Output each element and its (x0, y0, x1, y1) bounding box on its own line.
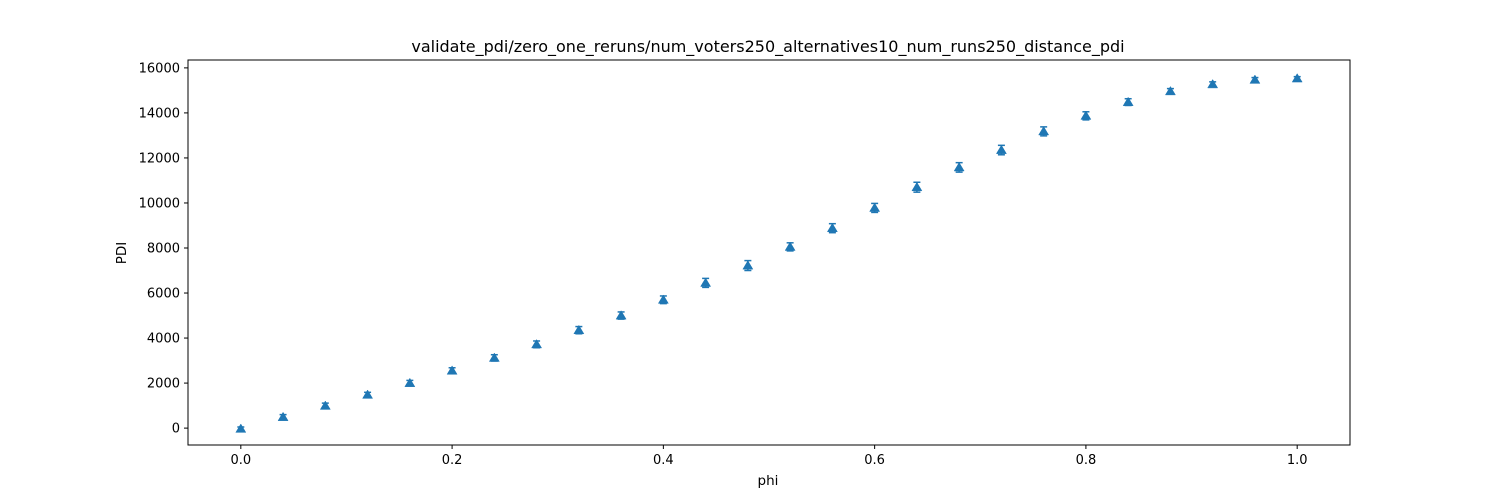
data-point (446, 365, 458, 375)
data-point (657, 294, 669, 304)
data-point (235, 423, 247, 433)
y-tick-label: 8000 (147, 241, 180, 256)
data-point (1080, 110, 1092, 120)
data-point (1038, 126, 1050, 136)
data-point (1291, 73, 1303, 83)
data-point (1164, 86, 1176, 96)
data-point (488, 352, 500, 362)
x-axis-label: phi (758, 473, 779, 489)
y-tick-label: 0 (172, 422, 180, 437)
x-tick-label: 0.4 (653, 453, 674, 468)
data-point (319, 400, 331, 410)
data-point (573, 324, 585, 335)
data-point (911, 181, 923, 192)
x-tick-label: 0.8 (1076, 453, 1097, 468)
data-point (953, 162, 965, 172)
plot-area (235, 73, 1303, 433)
data-point (995, 144, 1007, 154)
y-axis-label: PDI (114, 242, 130, 265)
y-tick-label: 12000 (139, 151, 180, 166)
data-point (531, 339, 543, 349)
data-point (404, 377, 416, 387)
x-tick-label: 0.0 (230, 453, 251, 468)
x-tick-label: 0.6 (864, 453, 885, 468)
data-point (1249, 74, 1261, 84)
data-point (1122, 96, 1134, 106)
data-point (277, 411, 289, 421)
data-point (615, 310, 627, 320)
x-tick-label: 1.0 (1287, 453, 1308, 468)
y-tick-label: 10000 (139, 196, 180, 211)
y-axis: 0 2000 4000 6000 8000 10000 12000 14000 16000 (139, 61, 188, 437)
y-tick-label: 2000 (147, 377, 180, 392)
y-tick-label: 14000 (139, 106, 180, 121)
y-tick-label: 4000 (147, 332, 180, 347)
data-point (742, 260, 754, 270)
y-tick-label: 6000 (147, 287, 180, 302)
data-point (362, 389, 374, 399)
data-point (869, 202, 881, 212)
x-tick-label: 0.2 (442, 453, 463, 468)
y-tick-label: 16000 (139, 61, 180, 76)
x-axis: 0.0 0.2 0.4 0.6 0.8 1.0 (230, 445, 1308, 468)
data-point (784, 241, 796, 251)
data-point (826, 222, 838, 233)
data-point (1207, 79, 1219, 89)
plot-frame (187, 59, 1351, 446)
chart-title: validate_pdi/zero_one_reruns/num_voters2… (411, 37, 1124, 57)
data-point (700, 277, 712, 287)
